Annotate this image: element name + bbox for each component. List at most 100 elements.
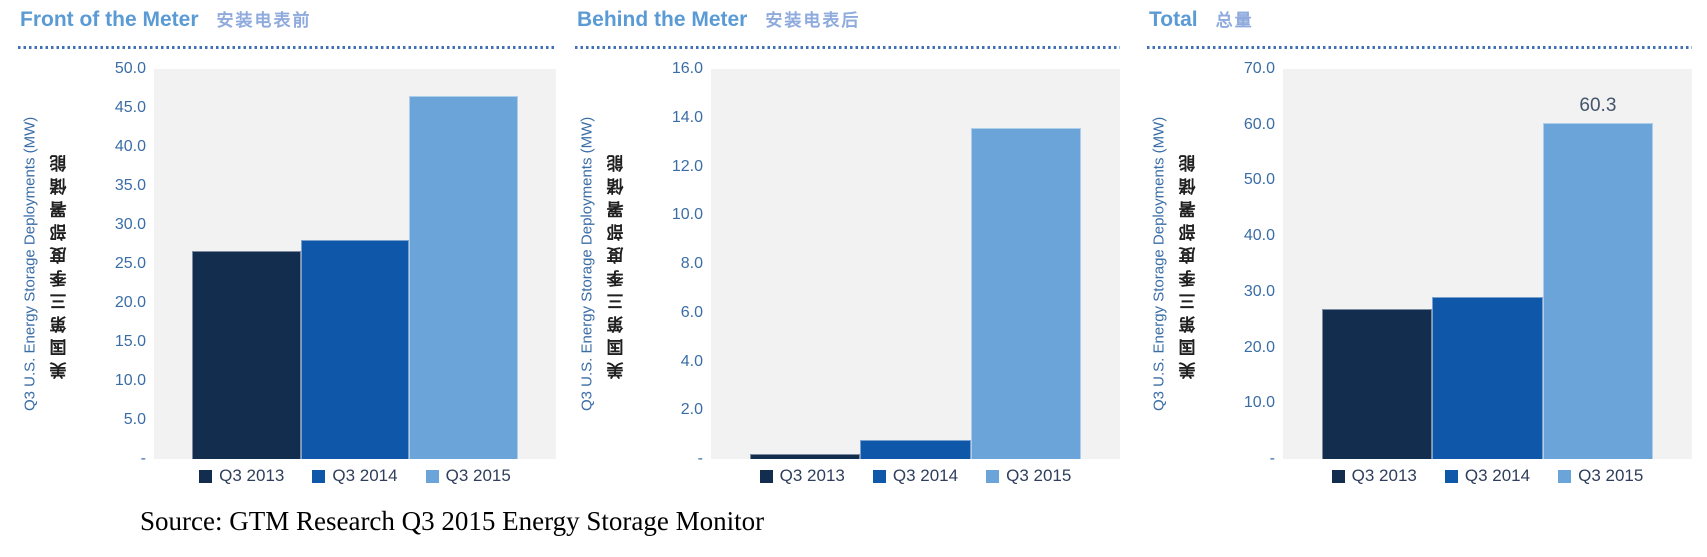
y-tick-label: 20.0	[114, 294, 146, 311]
y-tick-label: -	[697, 450, 703, 467]
y-tick-label: 40.0	[114, 138, 146, 155]
y-axis: 50.0 45.0 40.0 35.0 30.0 25.0 20.0 15.0 10.0 5.0 -	[78, 60, 146, 467]
legend-swatch-icon	[312, 469, 326, 483]
y-axis-title-chinese: 美国第三季度部署储能	[607, 149, 627, 379]
bar-q3-2013	[192, 250, 301, 459]
y-tick-label: 6.0	[680, 303, 703, 321]
legend-label: Q3 2015	[1578, 466, 1644, 485]
legend-item: Q3 2014	[872, 466, 959, 486]
chart-title-chinese: 安装电表后	[765, 11, 861, 30]
chart-title-chinese: 安装电表前	[216, 11, 312, 30]
y-tick-label: 70.0	[1243, 60, 1275, 77]
chart-panel-front-of-meter: Front of the Meter 安装电表前 Q3 U.S. Energy …	[18, 6, 556, 486]
y-tick-label: 35.0	[114, 177, 146, 194]
bars	[711, 69, 1120, 459]
legend-label: Q3 2014	[332, 466, 398, 485]
y-tick-label: 60.0	[1243, 115, 1275, 133]
chart-title-chinese: 总量	[1215, 11, 1254, 30]
y-tick-label: 30.0	[114, 216, 146, 233]
legend-swatch-icon	[199, 469, 213, 483]
legend-swatch-icon	[872, 469, 886, 483]
y-tick-label: 8.0	[680, 255, 703, 272]
y-axis-title-chinese: 美国第三季度部署储能	[50, 149, 70, 379]
legend-item: Q3 2014	[312, 466, 398, 486]
chart-title: Total 总量	[1147, 6, 1692, 46]
source-note: Source: GTM Research Q3 2015 Energy Stor…	[140, 506, 765, 536]
plot-area	[154, 69, 556, 459]
legend-item: Q3 2013	[199, 466, 284, 486]
chart-body: Q3 U.S. Energy Storage Deployments (MW) …	[1147, 60, 1692, 467]
bar-q3-2013	[749, 454, 861, 459]
bar-q3-2013	[1321, 308, 1433, 459]
legend: Q3 2013 Q3 2014 Q3 2015	[154, 466, 556, 486]
legend-label: Q3 2015	[445, 466, 511, 485]
chart-body: Q3 U.S. Energy Storage Deployments (MW) …	[575, 60, 1120, 467]
title-divider	[1147, 46, 1692, 49]
bar-q3-2015	[409, 95, 518, 459]
legend-label: Q3 2013	[1351, 466, 1417, 485]
legend-item: Q3 2015	[1558, 466, 1643, 486]
bar-value-label: 60.3	[1579, 95, 1617, 117]
y-axis: 16.0 14.0 12.0 10.0 8.0 6.0 4.0 2.0 -	[635, 60, 703, 467]
y-axis-title-chinese: 美国第三季度部署储能	[1179, 149, 1199, 379]
bar-q3-2014	[1432, 296, 1543, 459]
bars: 60.3	[1283, 69, 1692, 459]
chart-title-english: Behind the Meter	[577, 8, 748, 31]
bars	[154, 69, 556, 459]
title-divider	[575, 46, 1120, 49]
plot-area: 60.3	[1283, 69, 1692, 459]
y-axis: 70.0 60.0 50.0 40.0 30.0 20.0 10.0 -	[1207, 60, 1275, 467]
y-tick-label: 2.0	[680, 401, 703, 419]
y-tick-label: 40.0	[1243, 227, 1275, 245]
y-axis-title-english: Q3 U.S. Energy Storage Deployments (MW)	[1150, 116, 1168, 412]
legend-swatch-icon	[425, 469, 439, 483]
y-tick-label: 10.0	[1243, 394, 1275, 412]
y-tick-label: 10.0	[114, 372, 146, 389]
chart-title: Front of the Meter 安装电表前	[18, 6, 556, 46]
chart-panel-total: Total 总量 Q3 U.S. Energy Storage Deployme…	[1147, 6, 1692, 486]
legend-item: Q3 2013	[759, 466, 845, 486]
chart-body: Q3 U.S. Energy Storage Deployments (MW) …	[18, 60, 556, 467]
y-tick-label: 20.0	[1243, 338, 1275, 356]
bar-q3-2014	[860, 439, 971, 459]
legend-label: Q3 2014	[1464, 466, 1531, 485]
legend-label: Q3 2013	[779, 466, 845, 485]
bar-q3-2015: 60.3	[1542, 95, 1654, 459]
y-tick-label: -	[140, 450, 146, 467]
y-tick-label: 45.0	[114, 99, 146, 116]
legend-item: Q3 2013	[1331, 466, 1417, 486]
y-tick-label: 4.0	[680, 352, 703, 370]
y-axis-title-english: Q3 U.S. Energy Storage Deployments (MW)	[578, 116, 596, 412]
legend-swatch-icon	[1331, 469, 1345, 483]
y-tick-label: 10.0	[671, 206, 703, 224]
y-tick-label: 12.0	[671, 157, 703, 175]
legend-label: Q3 2014	[892, 466, 959, 485]
chart-title: Behind the Meter 安装电表后	[575, 6, 1120, 46]
legend-item: Q3 2015	[425, 466, 511, 486]
y-tick-label: 50.0	[114, 60, 146, 77]
title-divider	[18, 46, 556, 49]
legend-label: Q3 2013	[219, 466, 285, 485]
y-tick-label: 16.0	[671, 60, 703, 77]
legend-swatch-icon	[759, 469, 773, 483]
legend-swatch-icon	[1444, 469, 1458, 483]
legend: Q3 2013 Q3 2014 Q3 2015	[1283, 466, 1692, 486]
chart-title-english: Total	[1149, 8, 1198, 31]
y-tick-label: 15.0	[114, 333, 146, 350]
legend-swatch-icon	[986, 469, 1000, 483]
y-tick-label: 5.0	[123, 411, 146, 428]
legend-label: Q3 2015	[1006, 466, 1072, 485]
y-tick-label: -	[1269, 450, 1275, 467]
y-tick-label: 25.0	[114, 255, 146, 272]
plot-area	[711, 69, 1120, 459]
bar-q3-2014	[300, 239, 410, 459]
bar-q3-2015	[970, 127, 1082, 459]
legend-item: Q3 2015	[986, 466, 1071, 486]
y-tick-label: 50.0	[1243, 171, 1275, 189]
legend: Q3 2013 Q3 2014 Q3 2015	[711, 466, 1120, 486]
y-tick-label: 14.0	[671, 108, 703, 126]
y-axis-title-english: Q3 U.S. Energy Storage Deployments (MW)	[21, 116, 39, 412]
chart-title-english: Front of the Meter	[20, 8, 199, 31]
legend-item: Q3 2014	[1444, 466, 1531, 486]
y-tick-label: 30.0	[1243, 282, 1275, 300]
